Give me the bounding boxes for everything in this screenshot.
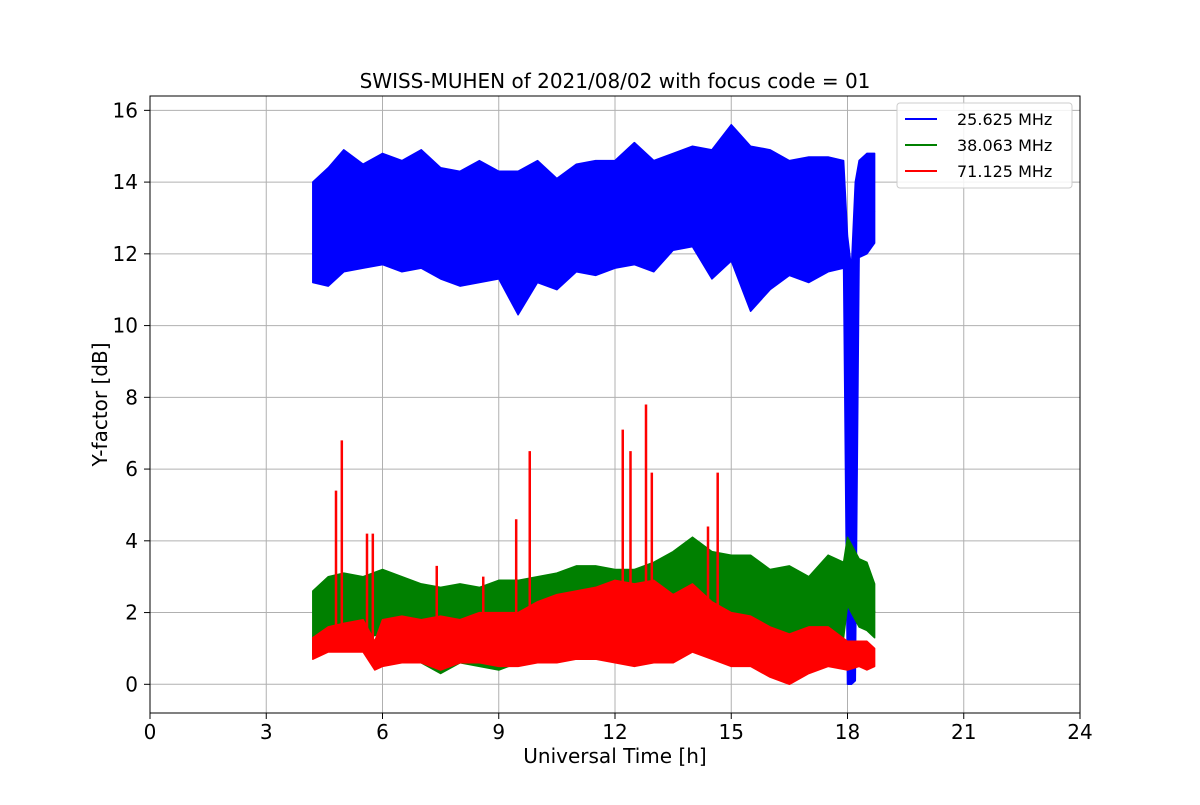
series-envelope	[312, 579, 876, 686]
x-tick-label: 24	[1067, 720, 1092, 744]
legend-label: 38.063 MHz	[957, 136, 1052, 155]
series-1	[312, 123, 876, 686]
series-envelope	[312, 123, 876, 686]
x-tick-label: 21	[951, 720, 976, 744]
chart-title: SWISS-MUHEN of 2021/08/02 with focus cod…	[360, 69, 871, 93]
y-tick-label: 2	[125, 601, 138, 625]
x-tick-label: 0	[144, 720, 157, 744]
y-tick-label: 10	[113, 314, 138, 338]
y-tick-label: 0	[125, 672, 138, 696]
legend: 25.625 MHz 38.063 MHz 71.125 MHz	[896, 102, 1073, 189]
y-tick-label: 8	[125, 385, 138, 409]
series-3	[312, 404, 876, 686]
x-tick-label: 3	[260, 720, 273, 744]
legend-label: 71.125 MHz	[957, 162, 1052, 181]
y-tick-label: 4	[125, 529, 138, 553]
x-axis-label: Universal Time [h]	[523, 744, 706, 768]
x-tick-label: 9	[492, 720, 505, 744]
legend-label: 25.625 MHz	[957, 110, 1052, 129]
y-tick-label: 16	[113, 98, 138, 122]
y-tick-label: 6	[125, 457, 138, 481]
x-tick-label: 15	[719, 720, 744, 744]
x-tick-label: 6	[376, 720, 389, 744]
series-line	[312, 625, 875, 661]
x-tick-label: 18	[835, 720, 860, 744]
y-axis-label: Y-factor [dB]	[88, 342, 112, 467]
legend-box	[896, 102, 1073, 189]
y-tick-label: 12	[113, 242, 138, 266]
y-tick-label: 14	[113, 170, 138, 194]
series-line	[312, 205, 876, 649]
series-layer	[312, 123, 876, 686]
x-tick-label: 12	[602, 720, 627, 744]
